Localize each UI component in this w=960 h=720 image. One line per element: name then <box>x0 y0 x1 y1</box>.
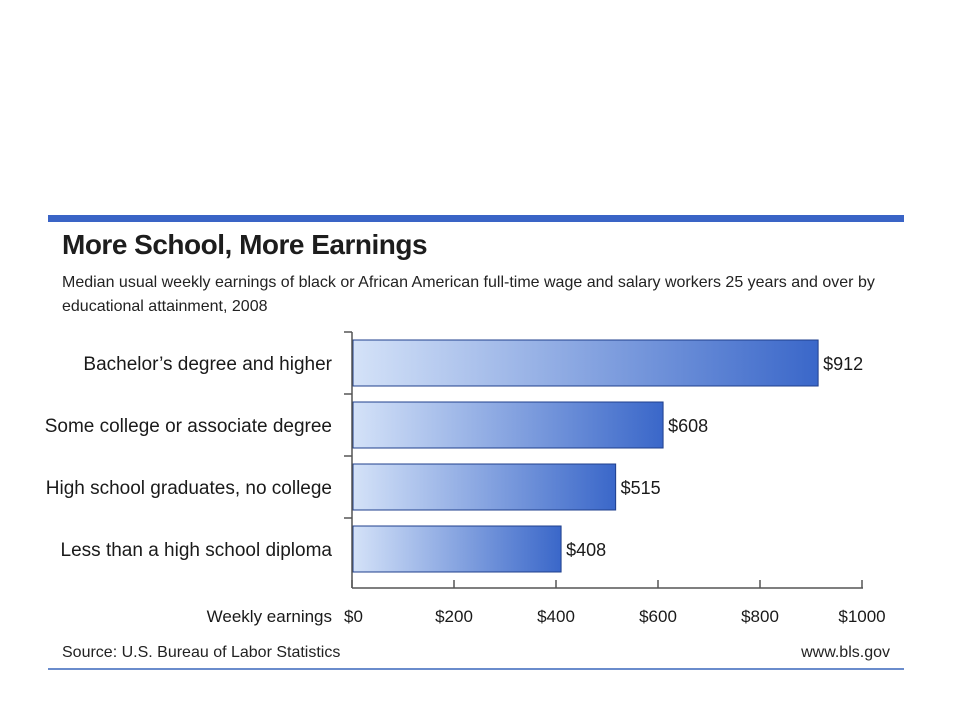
bar-0 <box>352 339 819 387</box>
category-label-0: Bachelor’s degree and higher <box>83 354 332 375</box>
category-label-3: Less than a high school diploma <box>61 540 333 561</box>
top-rule <box>48 215 904 222</box>
x-tick-label-0: $0 <box>344 607 363 626</box>
x-tick-label-2: $400 <box>537 607 575 626</box>
value-label-1: $608 <box>668 416 708 436</box>
bar-3 <box>352 525 562 573</box>
chart-subtitle: Median usual weekly earnings of black or… <box>62 274 875 315</box>
website-note: www.bls.gov <box>801 644 890 661</box>
x-tick-label-5: $1000 <box>838 607 885 626</box>
x-tick-label-3: $600 <box>639 607 677 626</box>
bar-1 <box>352 401 664 449</box>
chart-title: More School, More Earnings <box>62 229 428 260</box>
bottom-rule <box>48 668 904 670</box>
x-tick-label-1: $200 <box>435 607 473 626</box>
category-label-1: Some college or associate degree <box>45 416 332 437</box>
x-axis-label: Weekly earnings <box>207 607 332 626</box>
value-label-3: $408 <box>566 540 606 560</box>
source-note: Source: U.S. Bureau of Labor Statistics <box>62 644 341 661</box>
value-label-2: $515 <box>621 478 661 498</box>
category-label-2: High school graduates, no college <box>46 478 332 499</box>
x-tick-label-4: $800 <box>741 607 779 626</box>
value-label-0: $912 <box>823 354 863 374</box>
bar-2 <box>352 463 617 511</box>
